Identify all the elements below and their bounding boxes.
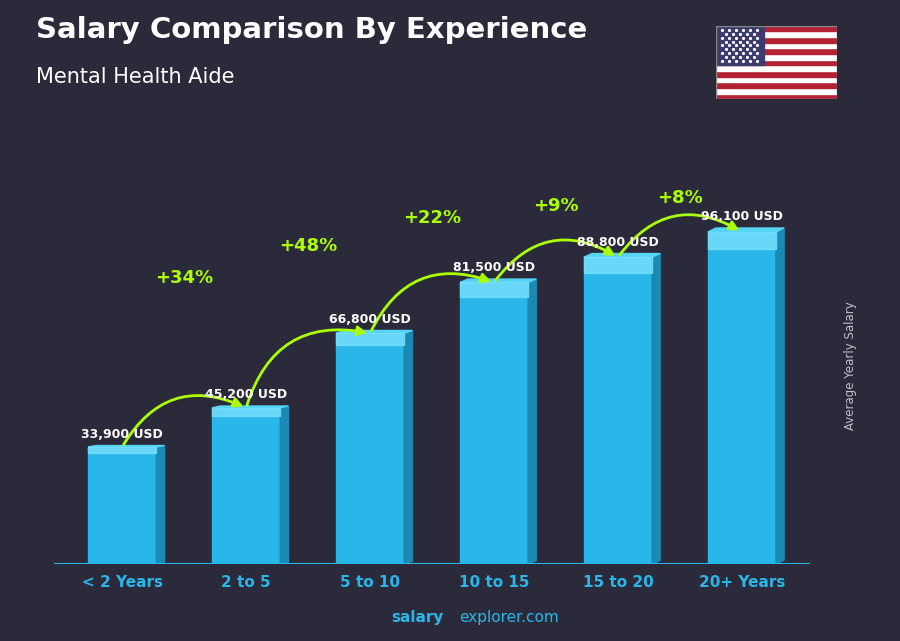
Bar (707, 232, 776, 564)
Polygon shape (584, 254, 661, 257)
Bar (716, 77, 837, 82)
Text: explorer.com: explorer.com (459, 610, 559, 625)
Bar (716, 60, 837, 65)
Text: 88,800 USD: 88,800 USD (577, 236, 659, 249)
Bar (716, 65, 837, 71)
Polygon shape (336, 331, 412, 333)
Bar (336, 333, 404, 345)
Bar (336, 333, 404, 564)
Polygon shape (157, 445, 165, 564)
FancyArrowPatch shape (247, 327, 364, 405)
Polygon shape (652, 254, 661, 564)
Bar (716, 26, 764, 65)
Polygon shape (776, 228, 784, 564)
Text: Average Yearly Salary: Average Yearly Salary (844, 301, 857, 429)
Text: 66,800 USD: 66,800 USD (329, 313, 411, 326)
Bar (716, 26, 837, 31)
Polygon shape (88, 445, 165, 447)
Text: 33,900 USD: 33,900 USD (81, 428, 163, 441)
Polygon shape (528, 279, 536, 564)
Bar (88, 447, 157, 453)
FancyArrowPatch shape (123, 395, 240, 445)
FancyArrowPatch shape (496, 240, 613, 280)
Bar (88, 447, 157, 564)
Text: +34%: +34% (155, 269, 213, 287)
Text: 81,500 USD: 81,500 USD (453, 262, 535, 274)
Text: +22%: +22% (403, 210, 461, 228)
Polygon shape (212, 406, 288, 408)
Bar (460, 283, 528, 564)
Polygon shape (707, 228, 784, 232)
Bar (584, 257, 652, 272)
Bar (716, 31, 837, 37)
Bar (716, 48, 837, 54)
Bar (716, 43, 837, 48)
Text: 45,200 USD: 45,200 USD (205, 388, 287, 401)
Bar (716, 94, 837, 99)
Bar (716, 54, 837, 60)
Bar (716, 82, 837, 88)
FancyArrowPatch shape (372, 274, 489, 331)
Bar (584, 257, 652, 564)
Bar (212, 408, 280, 415)
Text: +8%: +8% (657, 190, 703, 208)
FancyArrowPatch shape (619, 215, 737, 255)
Bar (212, 408, 280, 564)
Bar (716, 37, 837, 43)
Bar (716, 71, 837, 77)
Text: 96,100 USD: 96,100 USD (701, 210, 783, 223)
Polygon shape (280, 406, 288, 564)
Text: salary: salary (392, 610, 444, 625)
Bar (716, 88, 837, 94)
Text: +48%: +48% (279, 237, 338, 255)
Text: +9%: +9% (533, 197, 579, 215)
Bar (707, 232, 776, 249)
Polygon shape (404, 331, 412, 564)
Bar (460, 283, 528, 297)
Text: Mental Health Aide: Mental Health Aide (36, 67, 235, 87)
Text: Salary Comparison By Experience: Salary Comparison By Experience (36, 16, 587, 44)
Polygon shape (460, 279, 536, 283)
